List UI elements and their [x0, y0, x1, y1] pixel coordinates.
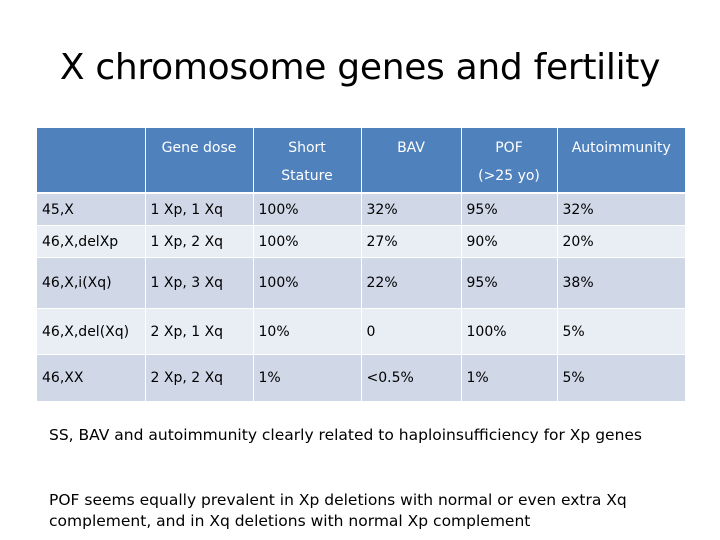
table-row: 46,X,del(Xq) 2 Xp, 1 Xq 10% 0 100% 5% [37, 308, 685, 355]
note-haploinsufficiency: SS, BAV and autoimmunity clearly related… [49, 426, 643, 444]
table-row: 45,X 1 Xp, 1 Xq 100% 32% 95% 32% [37, 193, 685, 226]
cell-karyotype: 46,X,del(Xq) [37, 308, 146, 355]
cell-gene-dose: 1 Xp, 1 Xq [145, 193, 254, 226]
cell-autoimmunity: 5% [557, 354, 685, 402]
header-line: Short [288, 140, 326, 156]
cell-karyotype: 46,X,delXp [37, 225, 146, 258]
header-line: POF [495, 140, 523, 156]
cell-pof: 95% [461, 257, 558, 309]
header-line: BAV [397, 140, 425, 156]
cell-gene-dose: 2 Xp, 2 Xq [145, 354, 254, 402]
header-line: Gene dose [161, 140, 237, 156]
header-cell-karyotype [37, 128, 146, 194]
cell-karyotype: 45,X [37, 193, 146, 226]
note-pof-prevalence: POF seems equally prevalent in Xp deleti… [49, 491, 627, 530]
cell-autoimmunity: 38% [557, 257, 685, 309]
cell-short-stature: 10% [253, 308, 362, 355]
cell-gene-dose: 2 Xp, 1 Xq [145, 308, 254, 355]
table-row: 46,X,i(Xq) 1 Xp, 3 Xq 100% 22% 95% 38% [37, 257, 685, 309]
table-row: 46,X,delXp 1 Xp, 2 Xq 100% 27% 90% 20% [37, 225, 685, 258]
cell-short-stature: 100% [253, 225, 362, 258]
cell-autoimmunity: 5% [557, 308, 685, 355]
header-cell-bav: BAV [361, 128, 462, 194]
header-line: Autoimmunity [571, 140, 671, 156]
cell-short-stature: 100% [253, 257, 362, 309]
header-cell-pof: POF (>25 yo) [461, 128, 558, 194]
cell-pof: 100% [461, 308, 558, 355]
cell-bav: 22% [361, 257, 462, 309]
header-cell-gene-dose: Gene dose [145, 128, 254, 194]
table-row: 46,XX 2 Xp, 2 Xq 1% <0.5% 1% 5% [37, 354, 685, 402]
cell-pof: 90% [461, 225, 558, 258]
data-table: Gene dose Short Stature BAV POF (>25 yo)… [37, 128, 685, 402]
header-row: Gene dose Short Stature BAV POF (>25 yo)… [37, 128, 685, 194]
cell-karyotype: 46,XX [37, 354, 146, 402]
cell-pof: 1% [461, 354, 558, 402]
cell-bav: 32% [361, 193, 462, 226]
slide-title: X chromosome genes and fertility [59, 47, 661, 88]
cell-pof: 95% [461, 193, 558, 226]
cell-bav: 27% [361, 225, 462, 258]
header-cell-autoimmunity: Autoimmunity [557, 128, 685, 194]
cell-bav: 0 [361, 308, 462, 355]
cell-gene-dose: 1 Xp, 3 Xq [145, 257, 254, 309]
cell-gene-dose: 1 Xp, 2 Xq [145, 225, 254, 258]
cell-karyotype: 46,X,i(Xq) [37, 257, 146, 309]
cell-short-stature: 100% [253, 193, 362, 226]
cell-autoimmunity: 32% [557, 193, 685, 226]
cell-bav: <0.5% [361, 354, 462, 402]
header-line: (>25 yo) [478, 168, 540, 184]
header-line: Stature [281, 168, 333, 184]
cell-autoimmunity: 20% [557, 225, 685, 258]
header-cell-short-stature: Short Stature [253, 128, 362, 194]
cell-short-stature: 1% [253, 354, 362, 402]
